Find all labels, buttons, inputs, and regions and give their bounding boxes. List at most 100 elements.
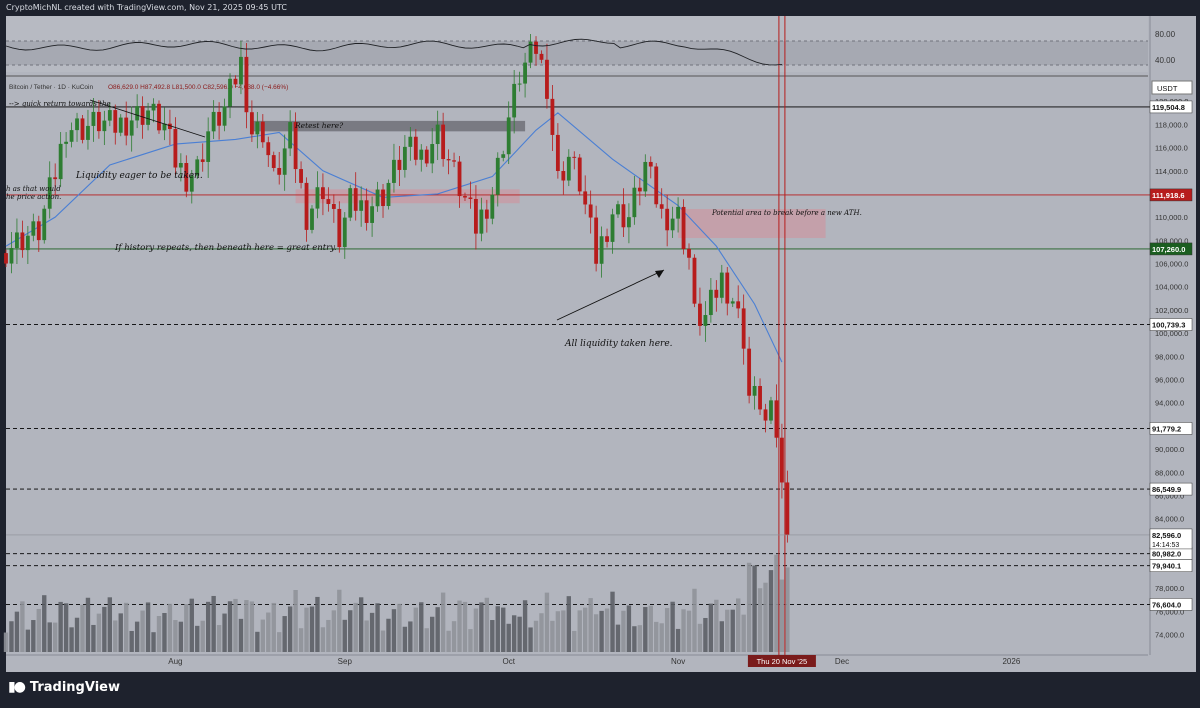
candle-body bbox=[364, 200, 369, 223]
y-tick-label: 84,000.0 bbox=[1155, 515, 1184, 524]
candle-body bbox=[381, 189, 385, 207]
volume-bar bbox=[178, 621, 184, 652]
candle-body bbox=[479, 209, 484, 234]
volume-bar bbox=[375, 603, 380, 652]
volume-bar bbox=[446, 630, 451, 652]
candle-body bbox=[211, 111, 216, 132]
candle-body bbox=[719, 272, 724, 298]
volume-bar bbox=[358, 597, 364, 652]
volume-bar bbox=[364, 620, 369, 652]
volume-bar bbox=[621, 610, 626, 652]
candle-body bbox=[632, 187, 637, 218]
candle-body bbox=[408, 136, 413, 147]
volume-bar bbox=[118, 613, 123, 652]
volume-bar bbox=[419, 602, 424, 652]
price-level-label: 100,739.3 bbox=[1152, 321, 1185, 330]
volume-bar bbox=[124, 602, 129, 652]
x-tick-label: Nov bbox=[671, 657, 685, 666]
volume-bar bbox=[134, 621, 140, 652]
price-level-label: 80,982.0 bbox=[1152, 550, 1181, 559]
volume-bar bbox=[96, 613, 102, 652]
candle-body bbox=[42, 208, 47, 241]
volume-bar bbox=[277, 632, 282, 652]
candle-body bbox=[206, 131, 211, 162]
candle-body bbox=[495, 157, 500, 195]
candle-body bbox=[25, 235, 30, 251]
volume-bar bbox=[293, 590, 298, 652]
volume-bar bbox=[353, 602, 358, 652]
volume-bar bbox=[539, 613, 544, 652]
candle-body bbox=[189, 175, 194, 192]
candle-body bbox=[151, 103, 156, 111]
candle-body bbox=[102, 120, 107, 132]
candle-body bbox=[528, 41, 533, 63]
bar-countdown-label: 14:14:53 bbox=[1152, 542, 1179, 549]
volume-bar bbox=[468, 629, 473, 652]
volume-bar bbox=[266, 612, 271, 652]
y-tick-label: 102,000.0 bbox=[1155, 306, 1188, 315]
volume-bar bbox=[184, 604, 189, 652]
volume-bar bbox=[708, 603, 714, 652]
volume-bar bbox=[342, 619, 347, 652]
last-price-tag: 82,596.0 14:14:53 bbox=[1149, 528, 1193, 550]
volume-bar bbox=[63, 603, 69, 652]
volume-bar bbox=[20, 601, 25, 652]
last-price-label: 82,596.0 bbox=[1152, 531, 1181, 540]
volume-bar bbox=[326, 619, 331, 652]
candle-body bbox=[315, 187, 320, 209]
volume-bar bbox=[58, 601, 63, 652]
volume-bar bbox=[200, 620, 205, 652]
candle-body bbox=[725, 272, 730, 304]
volume-bar bbox=[162, 612, 167, 652]
y-tick-label: 74,000.0 bbox=[1155, 631, 1184, 640]
candle-body bbox=[621, 204, 626, 228]
price-level-box bbox=[1149, 598, 1193, 611]
volume-bar bbox=[637, 625, 643, 652]
volume-bar bbox=[402, 626, 408, 652]
volume-bar bbox=[654, 621, 659, 652]
candle-body bbox=[708, 289, 713, 316]
annotation-cutoff-a: h as that would bbox=[6, 185, 61, 193]
volume-bar bbox=[686, 610, 692, 652]
volume-bar bbox=[205, 601, 211, 652]
volume-bar bbox=[195, 625, 200, 652]
candle-body bbox=[594, 217, 599, 264]
annotation-arrow bbox=[556, 269, 665, 321]
volume-bar bbox=[451, 621, 457, 652]
tradingview-brand: ▮● TradingView bbox=[8, 679, 120, 695]
volume-bar bbox=[189, 598, 194, 652]
volume-bar bbox=[785, 567, 790, 652]
candle-body bbox=[86, 125, 90, 140]
candle-body bbox=[670, 218, 675, 231]
candle-body bbox=[228, 78, 232, 107]
volume-bar bbox=[107, 597, 113, 652]
cursor-date-tag: Thu 20 Nov '25 bbox=[747, 655, 816, 667]
candle-body bbox=[15, 232, 19, 248]
price-level-label: 86,549.9 bbox=[1152, 485, 1181, 494]
y-tick-label: 118,000.0 bbox=[1155, 120, 1188, 129]
annotation-history: If history repeats, then beneath here = … bbox=[114, 243, 337, 253]
price-level-box bbox=[1149, 242, 1193, 256]
volume-bar bbox=[331, 610, 337, 652]
volume-bar bbox=[599, 610, 604, 652]
volume-bar bbox=[528, 627, 533, 652]
rsi-band bbox=[6, 41, 1148, 65]
volume-bar bbox=[408, 621, 413, 652]
price-level-tag: 91,779.2 bbox=[1149, 422, 1193, 435]
candle-body bbox=[545, 59, 549, 99]
volume-bar bbox=[577, 610, 582, 652]
candle-body bbox=[654, 166, 659, 205]
volume-bar bbox=[566, 596, 571, 652]
y-tick-label: 78,000.0 bbox=[1155, 584, 1184, 593]
x-tick-label: Dec bbox=[835, 657, 849, 666]
volume-bar bbox=[555, 611, 561, 652]
y-tick-label: 116,000.0 bbox=[1155, 144, 1188, 153]
volume-bar bbox=[752, 565, 757, 652]
volume-bar bbox=[151, 632, 156, 652]
y-tick-label: 96,000.0 bbox=[1155, 375, 1184, 384]
candle-body bbox=[233, 78, 238, 85]
volume-bar bbox=[145, 602, 151, 652]
candle-body bbox=[435, 124, 440, 145]
candle-body bbox=[763, 409, 768, 421]
